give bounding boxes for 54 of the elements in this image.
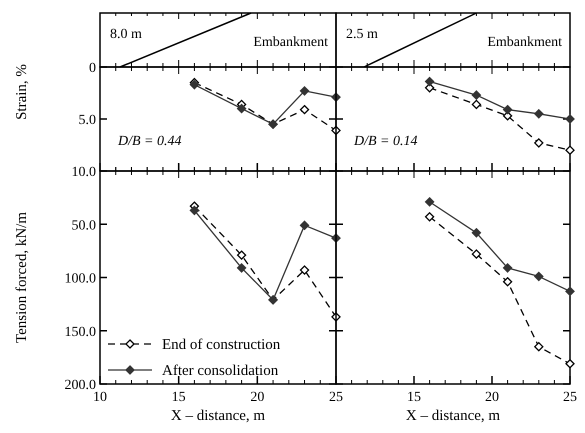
point bbox=[534, 342, 544, 352]
annotation: D/B = 0.14 bbox=[353, 134, 418, 149]
point bbox=[534, 138, 544, 148]
point bbox=[472, 249, 482, 259]
point bbox=[424, 212, 434, 222]
point bbox=[424, 83, 434, 92]
y-axis-title: Strain, % bbox=[14, 64, 30, 120]
point bbox=[300, 220, 310, 230]
y-tick-label: 5.0 bbox=[78, 113, 96, 128]
x-axis-title: X – distance, m bbox=[170, 408, 266, 424]
point bbox=[236, 104, 246, 114]
point bbox=[565, 359, 575, 368]
point bbox=[502, 277, 512, 286]
x-tick-label: 15 bbox=[407, 390, 421, 405]
point bbox=[300, 104, 310, 114]
point bbox=[565, 286, 575, 296]
x-tick-label: 25 bbox=[563, 390, 577, 405]
point bbox=[190, 206, 200, 216]
y-tick-label: 100.0 bbox=[64, 272, 96, 286]
point bbox=[424, 197, 434, 207]
point bbox=[565, 114, 575, 124]
text: Embankment bbox=[253, 35, 328, 50]
x-axis-title: X – distance, m bbox=[406, 408, 500, 424]
point bbox=[534, 272, 544, 282]
y-tick-label: 200.0 bbox=[64, 378, 96, 393]
x-tick-label: 20 bbox=[250, 390, 264, 405]
y-tick-label: 0 bbox=[89, 61, 96, 76]
text: 2.5 m bbox=[346, 27, 378, 42]
point bbox=[300, 86, 310, 96]
x-tick-label: 15 bbox=[172, 390, 186, 405]
point bbox=[472, 100, 482, 110]
y-tick-label: 150.0 bbox=[64, 324, 96, 340]
point bbox=[236, 263, 246, 273]
y-axis-title: Tension forced, kN/m bbox=[14, 212, 30, 344]
point bbox=[472, 90, 482, 100]
annotation: D/B = 0.44 bbox=[117, 134, 182, 149]
y-tick-label: 10.0 bbox=[72, 165, 96, 180]
point bbox=[424, 76, 434, 86]
point bbox=[534, 109, 544, 118]
point bbox=[502, 263, 512, 273]
point bbox=[472, 228, 482, 238]
y-tick-label: 50.0 bbox=[72, 218, 96, 234]
legend-label: End of construction bbox=[162, 337, 281, 353]
point bbox=[190, 80, 200, 90]
legend-label: After consolidation bbox=[162, 363, 279, 379]
point bbox=[565, 146, 575, 155]
point bbox=[236, 250, 246, 260]
point bbox=[502, 104, 512, 114]
point bbox=[300, 265, 310, 275]
text: Embankment bbox=[487, 35, 562, 50]
x-tick-label: 10 bbox=[93, 390, 107, 405]
x-tick-label: 25 bbox=[329, 390, 343, 405]
text: 8.0 m bbox=[110, 27, 142, 42]
x-tick-label: 20 bbox=[485, 390, 499, 405]
